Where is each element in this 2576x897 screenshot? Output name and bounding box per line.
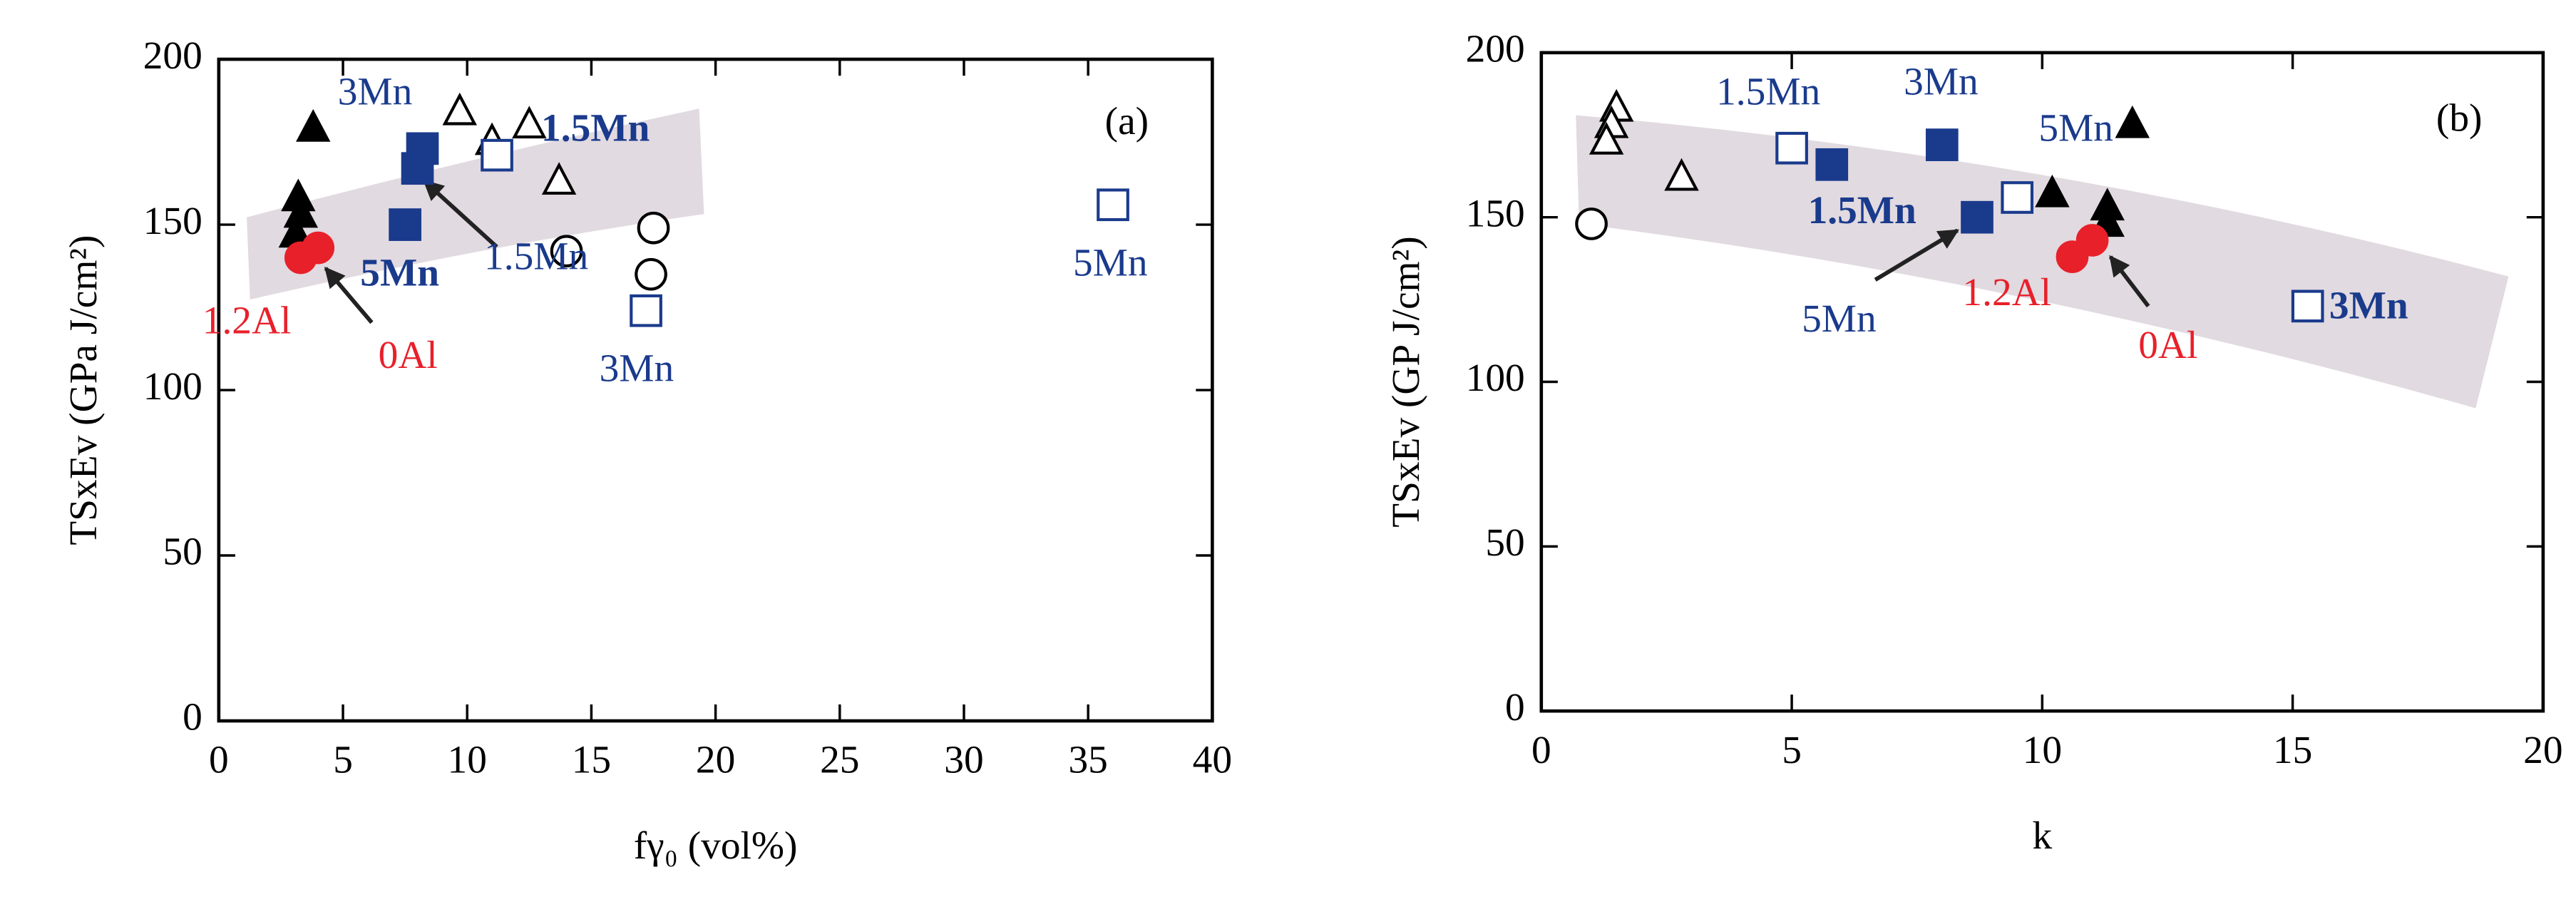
x-tick-label: 35 [1069,738,1108,781]
annotation: 1.2Al [1962,270,2051,314]
x-tick-label: 10 [448,738,487,781]
y-tick-label: 200 [143,34,202,77]
point [1925,128,1959,161]
annotation: 1.5Mn [541,106,650,149]
y-tick-label: 100 [143,364,202,408]
point [550,235,583,268]
arrow [423,179,498,249]
x-tick-label: 5 [333,738,353,781]
annotation: 5Mn [1802,297,1877,340]
annotation: 0Al [2138,323,2197,367]
annotation: 5Mn [360,250,439,294]
y-tick-label: 50 [163,530,202,573]
point [1097,188,1129,222]
annotation: 1.5Mn [1808,188,1916,232]
point [1815,148,1849,181]
y-tick-label: 0 [1505,685,1525,729]
x-tick-label: 20 [696,738,735,781]
x-tick-label: 30 [944,738,983,781]
y-tick-label: 150 [143,199,202,242]
trend-band [1576,115,2509,409]
point [635,257,667,291]
point [406,132,439,165]
x-tick-label: 20 [2523,728,2562,772]
y-tick-label: 100 [1466,356,1525,399]
point [637,211,670,245]
point [389,208,421,241]
plot-frame [217,57,1214,723]
point [1961,200,1993,234]
x-tick-label: 5 [1782,728,1802,772]
x-tick-label: 40 [1193,738,1232,781]
point [2075,224,2109,257]
x-tick-label: 0 [209,738,229,781]
y-tick-label: 150 [1466,191,1525,235]
arrow [1874,228,1959,282]
point [302,231,335,265]
x-axis-label: k [2032,814,2052,857]
annotation: 3Mn [338,70,413,113]
point [630,294,662,327]
point [512,106,547,139]
annotation: 1.2Al [202,298,292,342]
point [442,92,477,125]
x-tick-label: 25 [820,738,859,781]
annotation: 5Mn [1073,241,1148,285]
annotation: 1.5Mn [1716,70,1820,113]
annotation: 3Mn [600,346,674,389]
point [1575,207,1608,240]
annotation: 3Mn [1904,60,1979,103]
y-axis-label: TSxEv (GPa J/cm²) [61,235,105,545]
x-axis-label: fγ₀ (vol%) [634,824,798,867]
annotation: 0Al [379,333,438,376]
x-tick-label: 0 [1531,728,1551,772]
y-tick-label: 50 [1485,521,1524,564]
point [2115,105,2150,138]
point [1664,158,1699,191]
point [296,109,331,142]
y-tick-label: 200 [1466,27,1525,71]
point [2035,174,2070,207]
point [2291,289,2324,323]
annotation: 3Mn [2329,284,2408,327]
point [2001,181,2034,214]
x-tick-label: 15 [2273,728,2312,772]
point [1775,131,1808,165]
x-tick-label: 15 [572,738,611,781]
point [1589,121,1624,155]
arrow [2108,255,2150,308]
y-axis-label: TSxEv (GP J/cm²) [1384,236,1427,527]
annotation: 5Mn [2038,106,2113,149]
trend-band [247,108,704,300]
arrow [324,267,374,324]
y-tick-label: 0 [183,695,202,739]
annotation: 1.5Mn [484,234,588,277]
annotation: (b) [2436,96,2483,140]
point [541,162,577,195]
annotation: (a) [1105,99,1149,143]
x-tick-label: 10 [2023,728,2062,772]
point [481,138,513,172]
